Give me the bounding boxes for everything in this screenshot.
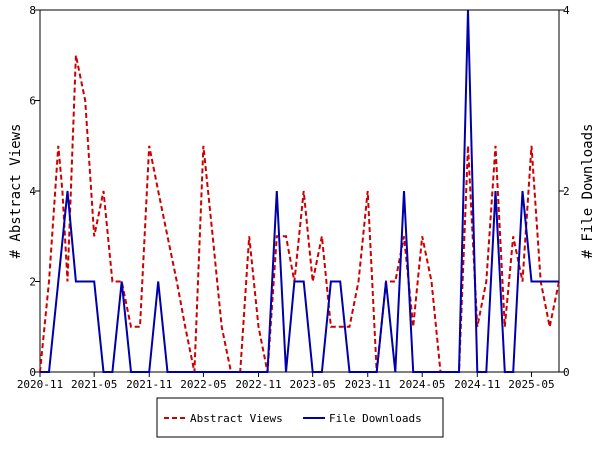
y-right-axis-title: # File Downloads — [580, 124, 596, 259]
series-line-file-downloads — [40, 9, 559, 373]
x-tick-label: 2023-11 — [345, 378, 391, 391]
series-layer — [39, 9, 560, 373]
x-axis-ticks: 2020-11 2021-05 2021-11 2022-05 2022-11 2023-… — [17, 372, 555, 391]
x-tick-label: 2025-05 — [508, 378, 554, 391]
y-left-axis-title: # Abstract Views — [8, 124, 24, 259]
legend-box — [156, 397, 444, 438]
y-left-tick-label: 8 — [29, 4, 36, 17]
legend-label-abstract-views: Abstract Views — [190, 412, 283, 425]
x-tick-label: 2023-05 — [289, 378, 335, 391]
x-tick-label: 2020-11 — [17, 378, 63, 391]
legend: Abstract Views File Downloads — [156, 397, 444, 438]
y-left-tick-label: 4 — [29, 185, 36, 198]
x-tick-label: 2024-05 — [399, 378, 445, 391]
x-tick-label: 2022-11 — [235, 378, 281, 391]
y-left-axis-ticks: 0 2 4 6 8 — [29, 4, 40, 379]
legend-label-file-downloads: File Downloads — [329, 412, 422, 425]
x-tick-label: 2021-11 — [126, 378, 172, 391]
y-right-tick-label: 0 — [563, 366, 570, 379]
y-left-tick-label: 0 — [29, 366, 36, 379]
x-tick-label: 2024-11 — [454, 378, 500, 391]
x-tick-label: 2022-05 — [180, 378, 226, 391]
y-right-axis-ticks: 0 2 4 — [559, 4, 570, 379]
x-tick-label: 2021-05 — [71, 378, 117, 391]
y-left-tick-label: 2 — [29, 276, 36, 289]
y-right-tick-label: 2 — [563, 185, 570, 198]
y-left-tick-label: 6 — [29, 95, 36, 108]
y-right-tick-label: 4 — [563, 4, 570, 17]
